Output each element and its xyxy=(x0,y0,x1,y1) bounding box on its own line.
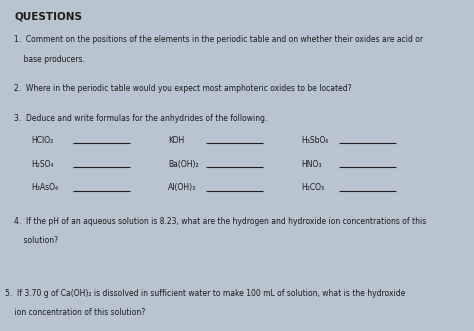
Text: H₂SO₄: H₂SO₄ xyxy=(31,160,53,168)
Text: H₃SbO₆: H₃SbO₆ xyxy=(301,136,328,145)
Text: QUESTIONS: QUESTIONS xyxy=(14,12,82,22)
Text: H₂CO₃: H₂CO₃ xyxy=(301,183,324,192)
Text: 5.  If 3.70 g of Ca(OH)₂ is dissolved in sufficient water to make 100 mL of solu: 5. If 3.70 g of Ca(OH)₂ is dissolved in … xyxy=(5,289,405,298)
Text: HNO₃: HNO₃ xyxy=(301,160,321,168)
Text: solution?: solution? xyxy=(14,236,58,245)
Text: 3.  Deduce and write formulas for the anhydrides of the following.: 3. Deduce and write formulas for the anh… xyxy=(14,114,268,123)
Text: ion concentration of this solution?: ion concentration of this solution? xyxy=(5,308,145,317)
Text: Al(OH)₃: Al(OH)₃ xyxy=(168,183,197,192)
Text: KOH: KOH xyxy=(168,136,184,145)
Text: HClO₂: HClO₂ xyxy=(31,136,53,145)
Text: Ba(OH)₂: Ba(OH)₂ xyxy=(168,160,199,168)
Text: 4.  If the pH of an aqueous solution is 8.23, what are the hydrogen and hydroxid: 4. If the pH of an aqueous solution is 8… xyxy=(14,217,427,226)
Text: 1.  Comment on the positions of the elements in the periodic table and on whethe: 1. Comment on the positions of the eleme… xyxy=(14,35,423,44)
Text: H₃AsO₄: H₃AsO₄ xyxy=(31,183,58,192)
Text: 2.  Where in the periodic table would you expect most amphoteric oxides to be lo: 2. Where in the periodic table would you… xyxy=(14,84,352,93)
Text: base producers.: base producers. xyxy=(14,55,85,64)
